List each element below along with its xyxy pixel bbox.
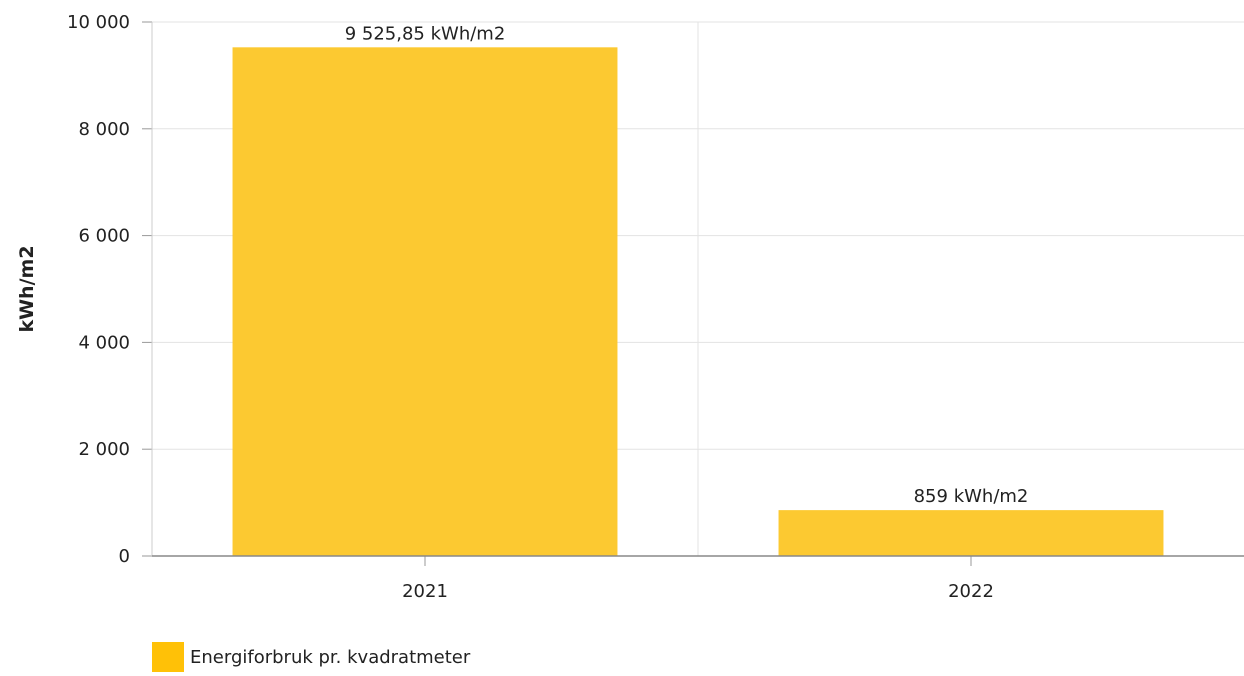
data-label-2022: 859 kWh/m2 xyxy=(914,486,1029,507)
legend[interactable]: Energiforbruk pr. kvadratmeter xyxy=(152,642,470,672)
axes xyxy=(142,21,1244,566)
legend-swatch xyxy=(152,642,184,672)
labels: 0 2 000 4 000 6 000 8 000 10 000 9 525,85 kWh/… xyxy=(67,12,1028,602)
y-tick-label: 2 000 xyxy=(78,439,130,460)
bars xyxy=(232,47,1164,556)
y-tick-label: 0 xyxy=(119,546,130,567)
y-axis-title: kWh/m2 xyxy=(16,245,38,332)
legend-label: Energiforbruk pr. kvadratmeter xyxy=(190,646,471,668)
data-label-2021: 9 525,85 kWh/m2 xyxy=(345,23,506,44)
y-tick-label: 10 000 xyxy=(67,12,130,33)
x-tick-label: 2021 xyxy=(402,581,448,602)
y-tick-label: 4 000 xyxy=(78,332,130,353)
y-tick-label: 6 000 xyxy=(78,226,130,247)
bar-2021 xyxy=(232,47,618,556)
x-tick-label: 2022 xyxy=(948,581,994,602)
bar-2022 xyxy=(778,510,1164,556)
y-tick-label: 8 000 xyxy=(78,119,130,140)
